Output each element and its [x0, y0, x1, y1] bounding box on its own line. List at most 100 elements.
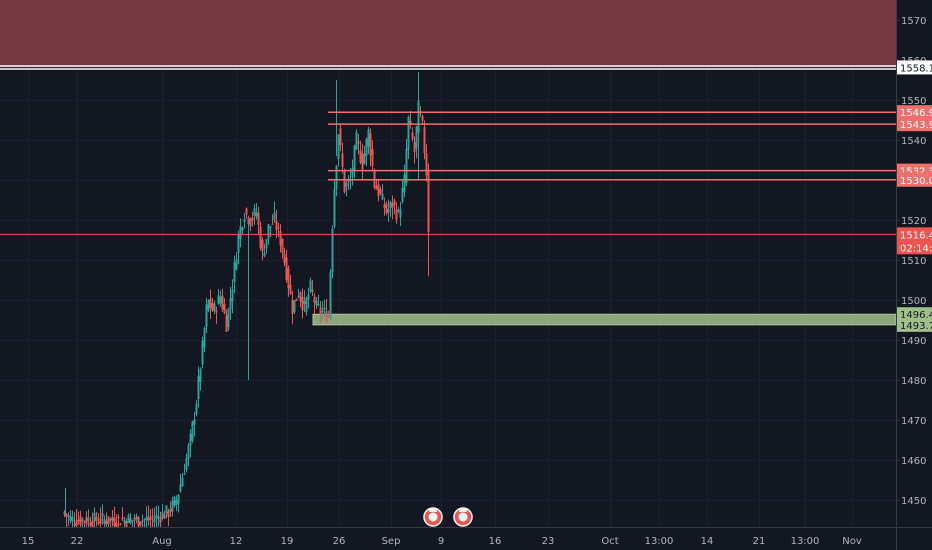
candle-body [373, 169, 376, 188]
candle-body [195, 403, 198, 415]
candles-layer [63, 72, 430, 528]
candle-body [77, 519, 80, 522]
candle-body [299, 292, 302, 302]
candle-body [393, 200, 396, 206]
resistance-price-tag: 1530.06 [900, 176, 932, 187]
candle-body [363, 153, 366, 164]
candle-body [347, 179, 350, 183]
support-price-tag-bg [897, 307, 932, 322]
candle-body [97, 522, 100, 524]
candle-body [227, 308, 230, 328]
resistance-price-tag-bg [897, 105, 932, 120]
candle-body [291, 299, 294, 314]
candle-body [285, 257, 288, 280]
candle-body [211, 303, 214, 311]
candle-body [221, 295, 224, 310]
candle-body [353, 145, 356, 171]
candle-body [271, 223, 274, 225]
candle-body [229, 298, 232, 310]
candle-body [93, 512, 96, 522]
candle-body [203, 327, 206, 348]
candle-body [423, 127, 426, 154]
candle-body [275, 220, 278, 230]
candle-body [183, 473, 186, 475]
time-axis[interactable]: 15 22 Aug 12 19 26 Sep 9 16 23 Oct 13:00 14 21 13:00 No… [22, 536, 862, 547]
price-countdown-tag: 02:14:07 [900, 243, 932, 254]
candle-body [217, 295, 220, 305]
time-tick-label: 9 [438, 536, 444, 547]
candle-body [89, 522, 92, 526]
candle-body [213, 303, 216, 312]
time-tick-label: Nov [842, 536, 862, 547]
candle-body [279, 230, 282, 246]
candle-body [339, 128, 342, 146]
candle-body [413, 142, 416, 153]
candle-body [103, 519, 106, 524]
time-tick-label: 16 [489, 536, 502, 547]
candle-body [231, 289, 234, 302]
candle-body [171, 500, 174, 512]
candle-body [317, 304, 320, 306]
candle-body [409, 120, 412, 124]
zones-layer [0, 0, 897, 326]
candle-body [319, 307, 322, 314]
candle-body [135, 516, 138, 519]
candle-body [165, 505, 168, 514]
candle-body [71, 517, 74, 522]
candle-body [175, 500, 178, 505]
current-price-tag: 1516.42 [900, 230, 932, 241]
candle-body [267, 224, 270, 239]
event-icon-bar [459, 509, 467, 512]
time-tick-label: 12 [230, 536, 243, 547]
candle-body [329, 271, 332, 318]
earnings-flag-icon[interactable] [423, 507, 443, 527]
candle-body [403, 174, 406, 192]
candle-body [129, 518, 132, 524]
candle-body [369, 133, 372, 156]
candle-body [325, 311, 328, 322]
candle-body [379, 189, 382, 194]
earnings-flag-icon-2[interactable] [453, 507, 473, 527]
time-tick-label: 23 [542, 536, 555, 547]
candle-body [295, 298, 298, 301]
candle-body [241, 227, 244, 231]
candle-body [343, 169, 346, 193]
price-tick-label: 1490 [901, 336, 926, 347]
candle-body [265, 238, 268, 249]
candle-body [377, 184, 380, 197]
candle-body [177, 494, 180, 504]
candle-body [367, 129, 370, 147]
candle-body [259, 226, 262, 248]
resistance-price-tag: 1546.95 [900, 108, 932, 119]
time-tick-label: 26 [333, 536, 346, 547]
resistance-price-tag-bg [897, 172, 932, 187]
candle-body [257, 212, 260, 225]
candle-body [387, 209, 390, 213]
resistance-price-tag: 1532.35 [900, 167, 932, 178]
candle-body [331, 228, 334, 273]
candle-body [357, 141, 360, 144]
demand-zone [312, 313, 897, 326]
candle-body [189, 433, 192, 446]
candle-body [251, 217, 254, 221]
candle-body [169, 508, 172, 513]
time-tick-label: Oct [601, 536, 618, 547]
candle-body [287, 268, 290, 289]
candle-body [315, 300, 318, 306]
time-tick-label: 22 [71, 536, 84, 547]
candle-body [237, 233, 240, 254]
candle-body [425, 153, 428, 176]
time-tick-label: 19 [281, 536, 294, 547]
candle-body [323, 307, 326, 311]
price-tick-label: 1450 [901, 496, 926, 507]
candle-body [109, 518, 112, 521]
support-price-tag-bg [897, 317, 932, 332]
candle-body [321, 311, 324, 313]
time-tick-label: Sep [382, 536, 401, 547]
price-tick-label: 1550 [901, 96, 926, 107]
candle-body [395, 209, 398, 220]
candle-body [101, 513, 104, 518]
candle-body [263, 253, 266, 257]
candle-body [159, 517, 162, 523]
